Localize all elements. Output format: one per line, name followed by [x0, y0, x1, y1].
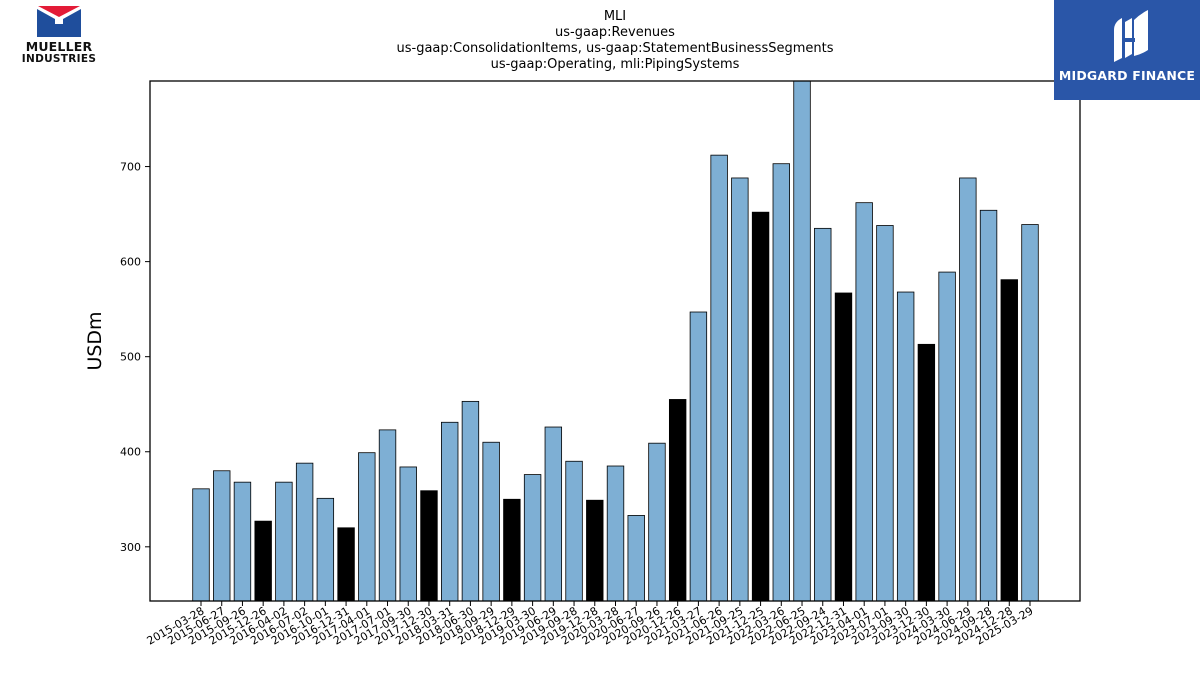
bar	[793, 80, 811, 602]
y-tick-label: 600	[120, 256, 141, 269]
bar	[648, 442, 666, 602]
bar	[979, 209, 998, 602]
bar	[523, 474, 542, 602]
bar	[876, 225, 894, 602]
bar	[213, 470, 231, 602]
bars-group	[192, 80, 1039, 602]
bar	[606, 465, 625, 602]
bar	[959, 177, 977, 602]
bar	[772, 163, 790, 602]
mueller-logo-line2: INDUSTRIES	[21, 53, 97, 65]
bar	[358, 452, 376, 602]
bar	[586, 499, 604, 602]
mueller-logo-mark-icon	[37, 6, 81, 37]
y-axis-ticks: 300 400 500 600 700	[120, 161, 150, 554]
y-tick-label: 500	[120, 351, 141, 364]
bar	[503, 498, 521, 602]
y-tick-label: 700	[120, 161, 141, 174]
chart-title-line: us-gaap:Operating, mli:PipingSystems	[491, 57, 740, 72]
bar	[855, 202, 873, 602]
plot-frame	[149, 80, 1081, 602]
midgard-logo-mark-icon	[1114, 10, 1148, 62]
bar	[689, 311, 708, 602]
bar	[316, 497, 335, 602]
y-tick-label: 300	[120, 541, 141, 554]
bar	[544, 426, 563, 602]
bar	[731, 177, 749, 602]
mueller-logo-line1: MUELLER	[25, 39, 93, 54]
midgard-logo-text: MIDGARD FINANCE	[1058, 68, 1196, 83]
x-axis-ticks: 2015-03-282015-06-272015-09-262015-12-26…	[145, 601, 1036, 648]
bar	[896, 291, 915, 602]
bar	[399, 466, 417, 602]
bar	[441, 421, 459, 602]
bar	[1000, 279, 1018, 602]
bar	[295, 462, 314, 602]
bar	[627, 515, 645, 602]
bar	[420, 490, 438, 602]
bar	[461, 400, 480, 602]
bar	[275, 481, 293, 602]
bar	[668, 399, 687, 602]
chart-title-line: us-gaap:Revenues	[555, 25, 675, 40]
chart-title-line: MLI	[604, 9, 626, 24]
chart-title: MLIus-gaap:Revenuesus-gaap:Consolidation…	[396, 9, 833, 72]
chart-title-line: us-gaap:ConsolidationItems, us-gaap:Stat…	[396, 41, 833, 56]
mueller-industries-logo: MUELLER INDUSTRIES	[18, 6, 100, 68]
bar	[233, 481, 252, 602]
bar	[254, 520, 272, 602]
midgard-finance-logo: MIDGARD FINANCE	[1054, 0, 1200, 100]
y-tick-label: 400	[120, 446, 141, 459]
y-axis-label: USDm	[84, 311, 106, 370]
bar	[337, 527, 355, 602]
bar	[482, 441, 500, 602]
bar	[565, 460, 583, 602]
bar	[938, 271, 956, 602]
bar	[378, 429, 397, 602]
bar	[751, 211, 770, 602]
bar	[192, 488, 210, 602]
bar	[814, 227, 832, 602]
bar	[710, 154, 728, 602]
bar	[834, 292, 853, 602]
bar	[1021, 224, 1039, 602]
bar	[917, 343, 936, 602]
